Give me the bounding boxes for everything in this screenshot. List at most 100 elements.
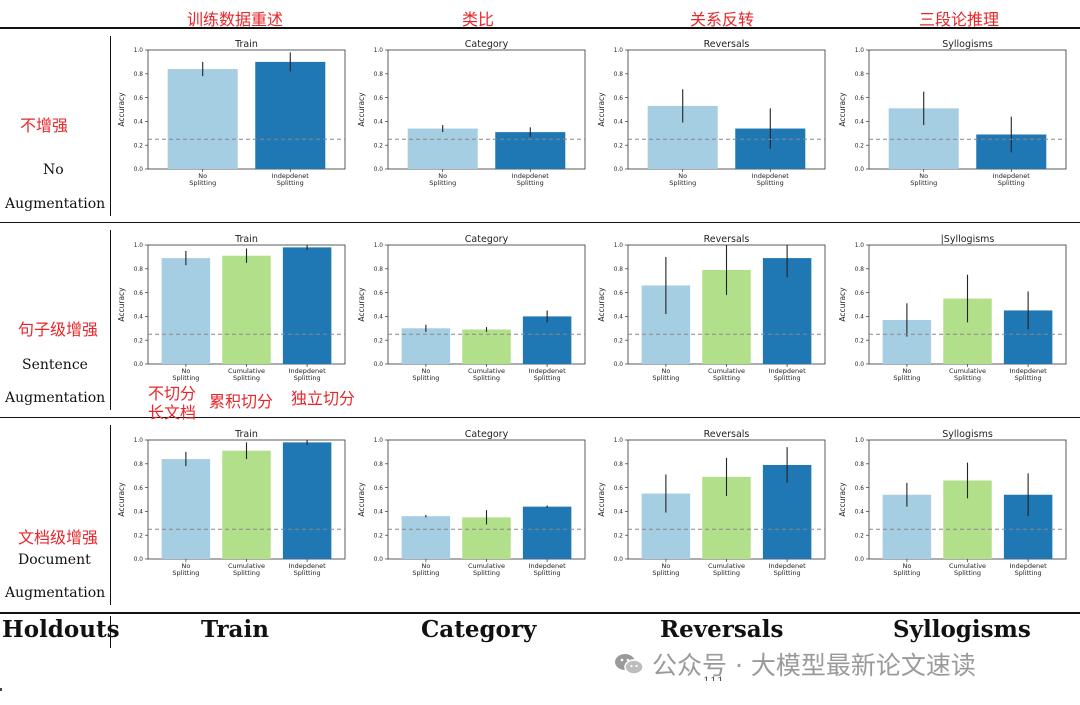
row-label-en-none-2: Augmentation	[5, 196, 106, 212]
chart-7-xtick-label-2-b: Splitting	[1015, 374, 1042, 382]
chart-7-xtick-label-1-a: Cumulative	[949, 367, 986, 375]
chart-0-xtick-label-0-a: No	[198, 172, 207, 180]
chart-3-xtick-label-1-a: Indepdenet	[993, 172, 1031, 180]
row-label-divider-1	[110, 36, 111, 216]
chart-10-title: Reversals	[704, 429, 750, 440]
chart-10-ytick-label-3: 0.6	[614, 486, 624, 492]
chart-10-xtick-label-0-b: Splitting	[652, 569, 679, 577]
chart-0-ytick-label-4: 0.8	[134, 72, 144, 78]
chart-2-xtick-label-0-b: Splitting	[669, 179, 696, 187]
row-label-en-sentence-2: Augmentation	[5, 390, 106, 406]
page-mark	[0, 688, 2, 691]
row-label-cn-document: 文档级增强	[18, 528, 99, 547]
chart-10-xtick-label-2-a: Indepdenet	[769, 562, 807, 570]
chart-3-ytick-label-1: 0.2	[855, 143, 865, 149]
col-header-cn-syllogisms: 三段论推理	[919, 10, 1000, 29]
chart-9-xtick-label-0-b: Splitting	[412, 569, 439, 577]
chart-2-ytick-label-2: 0.4	[614, 120, 624, 126]
chart-10-xtick-label-0-a: No	[661, 562, 670, 570]
annotation-independent: 独立切分	[291, 389, 356, 408]
chart-3-ylabel: Accuracy	[838, 92, 847, 127]
chart-9-ytick-label-4: 0.8	[374, 462, 384, 468]
chart-1-ytick-label-0: 0.0	[374, 167, 384, 173]
chart-8-xtick-label-2-a: Indepdenet	[289, 562, 327, 570]
chart-6-xtick-label-1-a: Cumulative	[708, 367, 745, 375]
col-header-cn-category: 类比	[462, 10, 495, 29]
chart-4-ytick-label-2: 0.4	[134, 315, 144, 321]
chart-0-xtick-label-0-b: Splitting	[189, 179, 216, 187]
chart-3-ytick-label-5: 1.0	[855, 48, 865, 54]
chart-1-xtick-label-0-b: Splitting	[429, 179, 456, 187]
chart-9-xtick-label-2-a: Indepdenet	[529, 562, 567, 570]
chart-11-xtick-label-0-b: Splitting	[893, 569, 920, 577]
chart-5-xtick-label-2-a: Indepdenet	[529, 367, 567, 375]
chart-8-ylabel: Accuracy	[117, 482, 126, 517]
chart-10-ytick-label-0: 0.0	[614, 557, 624, 563]
footer-col-category: Category	[421, 616, 537, 643]
chart-3-xtick-label-0-b: Splitting	[910, 179, 937, 187]
chart-3-xtick-label-0-a: No	[919, 172, 928, 180]
chart-0-title: Train	[234, 39, 258, 50]
chart-1-ylabel: Accuracy	[357, 92, 366, 127]
chart-4-bar-1	[222, 255, 271, 364]
chart-11-ylabel: Accuracy	[838, 482, 847, 517]
footer-col-reversals: Reversals	[660, 616, 784, 643]
chart-0-ytick-label-2: 0.4	[134, 120, 144, 126]
chart-2-ytick-label-1: 0.2	[614, 143, 624, 149]
chart-9-bar-0	[401, 516, 451, 559]
chart-6-xtick-label-0-a: No	[661, 367, 670, 375]
chart-3-ytick-label-2: 0.4	[855, 120, 865, 126]
annotation-no-split-line2: 长文档	[148, 403, 197, 422]
footer-col-train: Train	[201, 616, 269, 643]
chart-11-xtick-label-2-a: Indepdenet	[1010, 562, 1048, 570]
chart-5-title: Category	[465, 234, 509, 245]
chart-5-ytick-label-2: 0.4	[374, 315, 384, 321]
chart-6-xtick-label-2-a: Indepdenet	[769, 367, 807, 375]
chart-9-ytick-label-5: 1.0	[374, 438, 384, 444]
chart-8-bar-2	[282, 442, 332, 559]
row-label-en-document-2: Augmentation	[5, 585, 106, 601]
annotation-cumulative: 累积切分	[209, 392, 274, 411]
chart-4-ytick-label-4: 0.8	[134, 267, 144, 273]
chart-6-xtick-label-1-b: Splitting	[713, 374, 740, 382]
chart-7-xtick-label-0-b: Splitting	[893, 374, 920, 382]
chart-5-xtick-label-1-a: Cumulative	[468, 367, 505, 375]
annotation-no-split-line1: 不切分	[148, 384, 197, 403]
chart-0-ytick-label-5: 1.0	[134, 48, 144, 54]
chart-4-xtick-label-1-a: Cumulative	[228, 367, 265, 375]
chart-4-ytick-label-5: 1.0	[134, 243, 144, 249]
chart-2-ytick-label-3: 0.6	[614, 96, 624, 102]
chart-6-title: Reversals	[704, 234, 750, 245]
chart-7-ytick-label-1: 0.2	[855, 338, 865, 344]
row-label-cn-sentence: 句子级增强	[18, 320, 99, 339]
chart-6-ytick-label-1: 0.2	[614, 338, 624, 344]
chart-6-ytick-label-3: 0.6	[614, 291, 624, 297]
chart-8-ytick-label-3: 0.6	[134, 486, 144, 492]
col-header-cn-reversals: 关系反转	[690, 10, 755, 29]
chart-3-ytick-label-3: 0.6	[855, 96, 865, 102]
chart-10-ytick-label-1: 0.2	[614, 533, 624, 539]
chart-1-xtick-label-1-a: Indepdenet	[512, 172, 550, 180]
chart-0-bar-0	[167, 69, 238, 169]
chart-5-xtick-label-0-b: Splitting	[412, 374, 439, 382]
chart-11-ytick-label-4: 0.8	[855, 462, 865, 468]
chart-8-ytick-label-4: 0.8	[134, 462, 144, 468]
chart-8-xtick-label-0-b: Splitting	[172, 569, 199, 577]
chart-6-ylabel: Accuracy	[597, 287, 606, 322]
row-label-en-sentence-1: Sentence	[22, 357, 88, 373]
chart-3-ytick-label-4: 0.8	[855, 72, 865, 78]
chart-11-title: Syllogisms	[942, 429, 993, 440]
col-header-cn-train: 训练数据重述	[187, 10, 284, 29]
chart-8-ytick-label-0: 0.0	[134, 557, 144, 563]
chart-4-ylabel: Accuracy	[117, 287, 126, 322]
chart-1-ytick-label-2: 0.4	[374, 120, 384, 126]
row-separator-1	[0, 222, 1080, 223]
chart-9-ytick-label-0: 0.0	[374, 557, 384, 563]
chart-1-xtick-label-0-a: No	[438, 172, 447, 180]
chart-4-bar-0	[161, 258, 211, 364]
chart-6-ytick-label-5: 1.0	[614, 243, 624, 249]
chart-10-xtick-label-1-b: Splitting	[713, 569, 740, 577]
footer-holdouts: Holdouts	[2, 616, 120, 643]
chart-7-title: |Syllogisms	[941, 234, 995, 245]
chart-9-xtick-label-2-b: Splitting	[534, 569, 561, 577]
